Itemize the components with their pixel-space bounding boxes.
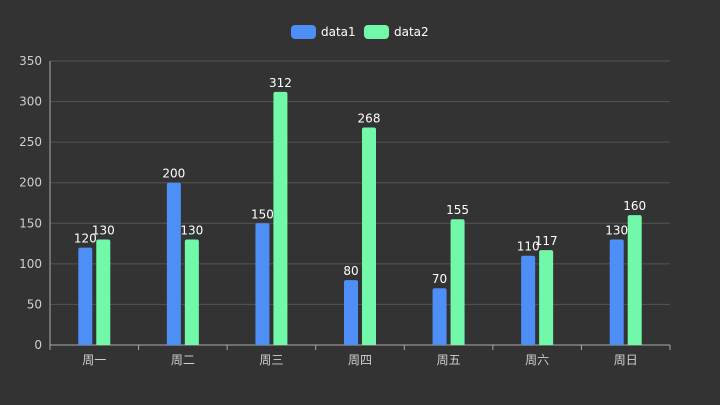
legend[interactable]: data1 data2 xyxy=(291,25,429,39)
y-tick-label: 100 xyxy=(19,257,42,271)
data-label-data2: 268 xyxy=(358,112,381,126)
data-label-data1: 80 xyxy=(343,264,358,278)
legend-label: data1 xyxy=(321,25,356,39)
legend-swatch xyxy=(364,25,389,39)
legend-item-data2[interactable]: data2 xyxy=(364,25,429,39)
bar-data2[interactable] xyxy=(184,239,199,345)
x-tick-label: 周六 xyxy=(525,353,549,367)
grid-lines xyxy=(50,60,670,305)
data-label-data1: 70 xyxy=(432,272,447,286)
bar-data1[interactable] xyxy=(255,223,270,345)
data-label-data1: 150 xyxy=(251,207,274,221)
y-tick-label: 50 xyxy=(27,297,42,311)
bar-data1[interactable] xyxy=(78,247,93,345)
data-label-data1: 200 xyxy=(162,167,185,181)
bar-data2[interactable] xyxy=(362,127,376,345)
bar-data1[interactable] xyxy=(166,182,181,345)
axes: 0 50 100 150 200 250 300 350 周一 周二 周三 周四 周五 周六 周日 xyxy=(19,54,671,367)
data-label-data2: 130 xyxy=(180,224,203,238)
data-label-data2: 155 xyxy=(446,203,469,217)
bar-data1[interactable] xyxy=(344,280,358,345)
bars xyxy=(78,91,642,345)
x-tick-label: 周四 xyxy=(348,353,372,367)
data-label-data2: 160 xyxy=(623,199,646,213)
data-label-data2: 312 xyxy=(269,76,292,90)
bar-data1[interactable] xyxy=(521,255,536,345)
data-label-data2: 130 xyxy=(92,224,115,238)
bar-data2[interactable] xyxy=(450,219,465,345)
bar-data1[interactable] xyxy=(609,239,624,345)
data-label-data1: 130 xyxy=(605,224,628,238)
data-label-data2: 117 xyxy=(535,234,558,248)
y-tick-label: 300 xyxy=(19,95,42,109)
bar-data2[interactable] xyxy=(273,91,288,345)
legend-swatch xyxy=(291,25,316,39)
y-tick-label: 150 xyxy=(19,216,42,230)
data-labels: 120 200 150 80 70 110 130 130 130 312 268 155 117 160 xyxy=(74,76,646,286)
bar-data2[interactable] xyxy=(96,239,111,345)
y-tick-label: 250 xyxy=(19,135,42,149)
data-label-data1: 120 xyxy=(74,232,97,246)
data-label-data1: 110 xyxy=(517,240,540,254)
bar-data2[interactable] xyxy=(539,250,554,345)
x-tick-label: 周一 xyxy=(82,353,106,367)
x-tick-label: 周日 xyxy=(614,353,638,367)
x-tick-label: 周五 xyxy=(437,353,461,367)
legend-item-data1[interactable]: data1 xyxy=(291,25,356,39)
y-tick-label: 350 xyxy=(19,54,42,68)
x-tick-label: 周二 xyxy=(171,353,195,367)
legend-label: data2 xyxy=(394,25,429,39)
bar-data2[interactable] xyxy=(627,215,642,345)
y-tick-label: 200 xyxy=(19,176,42,190)
y-tick-label: 0 xyxy=(34,338,42,352)
bar-data1[interactable] xyxy=(432,288,447,345)
x-tick-label: 周三 xyxy=(259,353,283,367)
